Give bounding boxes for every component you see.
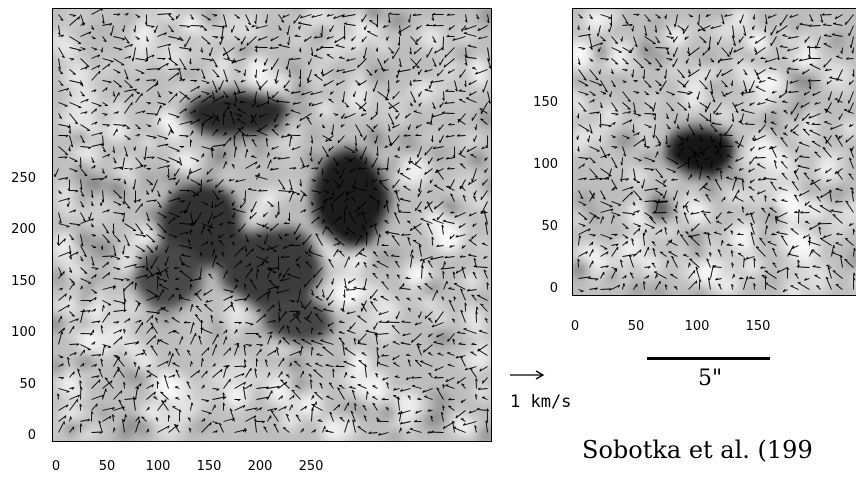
right-x-tick-label: 0 (570, 319, 580, 334)
horizontal-flow-arrows (54, 9, 491, 436)
left-y-tick-label: 150 (11, 273, 36, 289)
left-y-tick-label: 50 (19, 376, 36, 392)
left-x-tick-label: 200 (247, 459, 273, 474)
left-x-tick-label: 250 (298, 459, 324, 474)
scale-bar-label: 5" (698, 366, 723, 391)
granulation-texture (53, 9, 491, 441)
granulation-texture (573, 9, 856, 295)
horizontal-flow-arrows (576, 13, 856, 293)
left-flow-map-svg (53, 9, 491, 441)
left-y-tick-label: 100 (11, 325, 36, 340)
right-flow-map-image (572, 8, 856, 296)
right-flow-map-svg (573, 9, 856, 295)
velocity-legend-arrow-icon (510, 370, 545, 380)
right-y-tick-label: 150 (533, 95, 558, 110)
left-x-tick-label: 150 (196, 459, 222, 474)
right-y-tick-label: 50 (541, 219, 558, 234)
left-x-tick-label: 100 (145, 459, 171, 474)
right-y-tick-label: 100 (533, 157, 558, 172)
left-y-tick-label: 0 (27, 428, 36, 443)
left-flow-map-image (52, 8, 492, 442)
right-y-tick-label: 0 (549, 281, 558, 296)
left-x-tick-label: 0 (51, 459, 61, 474)
right-x-tick-label: 100 (684, 319, 710, 334)
scale-bar (647, 357, 770, 360)
left-y-tick-label: 200 (11, 222, 36, 237)
left-y-tick-label: 250 (11, 170, 36, 186)
right-x-tick-label: 50 (627, 319, 645, 334)
velocity-legend-label: 1 km/s (510, 392, 572, 412)
citation-text: Sobotka et al. (199 (582, 436, 813, 464)
left-x-tick-label: 50 (98, 459, 116, 474)
right-x-tick-label: 150 (745, 319, 771, 334)
